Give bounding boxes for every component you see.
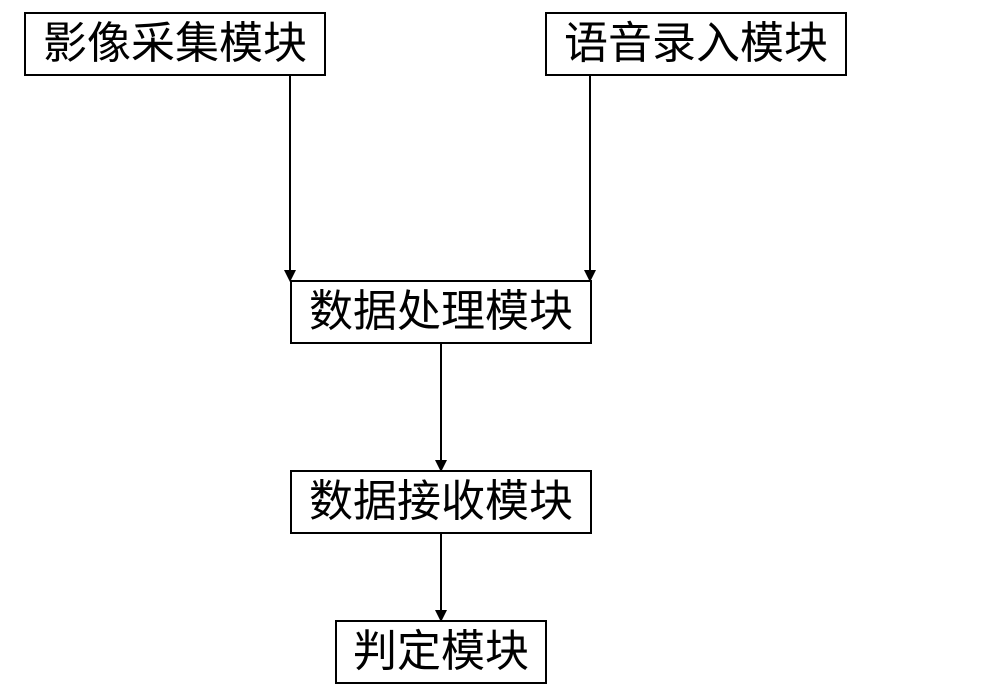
node-data-process: 数据处理模块 (290, 280, 592, 344)
node-voice-input: 语音录入模块 (545, 12, 847, 76)
edges-layer (0, 0, 1000, 694)
node-label: 影像采集模块 (43, 22, 307, 66)
node-data-receive: 数据接收模块 (290, 470, 592, 534)
node-label: 数据处理模块 (309, 290, 573, 334)
node-label: 判定模块 (353, 630, 529, 674)
node-decision: 判定模块 (335, 620, 547, 684)
node-image-capture: 影像采集模块 (24, 12, 326, 76)
node-label: 语音录入模块 (564, 22, 828, 66)
flowchart-canvas: 影像采集模块 语音录入模块 数据处理模块 数据接收模块 判定模块 (0, 0, 1000, 694)
node-label: 数据接收模块 (309, 480, 573, 524)
